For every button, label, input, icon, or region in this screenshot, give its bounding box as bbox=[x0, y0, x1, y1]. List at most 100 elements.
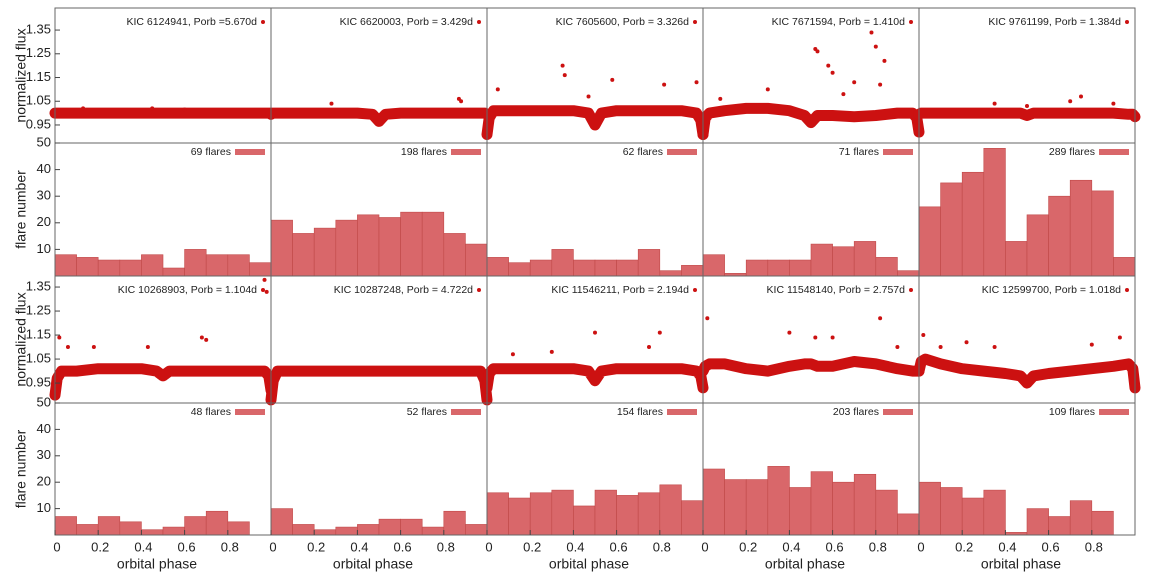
legend-label: 62 flares bbox=[623, 146, 663, 158]
bar bbox=[76, 524, 99, 536]
x-tick-label: 0 bbox=[917, 539, 924, 554]
flare-point bbox=[647, 345, 651, 350]
x-tick-label: 0.6 bbox=[178, 539, 196, 554]
bar bbox=[1048, 195, 1071, 277]
bar bbox=[573, 259, 596, 277]
panel-frame bbox=[54, 7, 272, 144]
panel-frame bbox=[918, 7, 1136, 144]
bar bbox=[551, 489, 574, 536]
x-axis-label: orbital phase bbox=[765, 556, 845, 572]
bar bbox=[594, 489, 617, 536]
flare-point bbox=[694, 80, 699, 85]
x-tick-label: 0.8 bbox=[1085, 539, 1103, 554]
light-curve bbox=[265, 365, 493, 406]
flare-point bbox=[657, 330, 662, 335]
bar bbox=[443, 233, 466, 277]
bar bbox=[1091, 510, 1114, 536]
flare-point bbox=[57, 335, 62, 340]
legend-label: 48 flares bbox=[191, 406, 231, 418]
legend-marker bbox=[1125, 288, 1129, 292]
bar bbox=[745, 259, 769, 277]
panel-title: KIC 6124941, Porb =5.670d bbox=[127, 16, 258, 28]
bar bbox=[400, 518, 423, 536]
panel-title: KIC 6620003, Porb = 3.429d bbox=[340, 16, 474, 28]
legend-marker bbox=[261, 288, 265, 292]
bar bbox=[378, 518, 401, 536]
bar bbox=[249, 262, 272, 277]
bar bbox=[205, 510, 229, 536]
flare-point bbox=[610, 77, 615, 82]
y-tick-label: 1.05 bbox=[26, 93, 51, 108]
x-tick-label: 0.8 bbox=[653, 539, 671, 554]
bar bbox=[227, 254, 250, 277]
x-tick-label: 0.4 bbox=[350, 539, 368, 554]
y-tick-label: 50 bbox=[37, 134, 51, 149]
bar bbox=[940, 487, 963, 536]
panel-title: KIC 7671594, Porb = 1.410d bbox=[772, 16, 906, 28]
bar bbox=[270, 219, 293, 277]
bar bbox=[616, 259, 639, 277]
flare-point bbox=[1111, 101, 1116, 106]
bar bbox=[573, 505, 596, 536]
bar bbox=[832, 481, 855, 536]
flare-point bbox=[815, 49, 820, 54]
y-tick-label: 40 bbox=[37, 421, 51, 436]
flare-point bbox=[65, 345, 70, 350]
x-tick-label: 0.2 bbox=[739, 539, 757, 554]
legend-label: 71 flares bbox=[839, 146, 879, 158]
flare-point bbox=[262, 277, 267, 282]
bar bbox=[616, 495, 639, 536]
y-axis-label: normalized flux bbox=[13, 28, 29, 122]
bar bbox=[702, 468, 725, 536]
bar bbox=[292, 524, 315, 536]
bar bbox=[681, 500, 704, 536]
bar bbox=[465, 243, 488, 277]
bar bbox=[1091, 190, 1114, 277]
x-tick-label: 0.2 bbox=[523, 539, 541, 554]
y-tick-label: 1.25 bbox=[26, 45, 51, 60]
bar bbox=[421, 526, 445, 536]
bar bbox=[594, 259, 617, 277]
flare-point bbox=[145, 345, 150, 350]
x-tick-label: 0.2 bbox=[307, 539, 325, 554]
bar bbox=[119, 259, 142, 277]
y-axis-label: flare number bbox=[13, 429, 29, 508]
bar bbox=[897, 270, 920, 277]
flare-point bbox=[1117, 335, 1122, 340]
flare-point bbox=[813, 335, 818, 340]
bar bbox=[789, 259, 812, 277]
flare-point bbox=[459, 99, 464, 104]
panel-title: KIC 9761199, Porb = 1.384d bbox=[988, 16, 1121, 28]
y-tick-label: 1.15 bbox=[26, 326, 51, 341]
y-tick-label: 1.35 bbox=[26, 278, 51, 293]
bar bbox=[832, 246, 855, 277]
panel-title: KIC 10287248, Porb = 4.722d bbox=[334, 284, 473, 296]
bar bbox=[54, 516, 77, 536]
panel-title: KIC 12599700, Porb = 1.018d bbox=[982, 284, 1121, 296]
legend-swatch bbox=[1099, 149, 1129, 155]
bar bbox=[940, 182, 963, 277]
flare-point bbox=[852, 80, 857, 85]
bar bbox=[1113, 257, 1136, 277]
bar bbox=[637, 249, 661, 277]
flare-point bbox=[1068, 99, 1073, 104]
bar bbox=[681, 265, 704, 277]
bar bbox=[810, 471, 833, 536]
flare-point bbox=[495, 87, 500, 92]
x-tick-label: 0.2 bbox=[91, 539, 109, 554]
flare-point bbox=[895, 345, 900, 350]
bar bbox=[357, 214, 380, 277]
bar bbox=[853, 241, 877, 277]
bar bbox=[465, 524, 488, 536]
bar bbox=[1026, 508, 1049, 536]
x-tick-label: 0.6 bbox=[1042, 539, 1060, 554]
light-curve bbox=[913, 107, 1141, 123]
flare-point bbox=[787, 330, 792, 335]
legend-marker bbox=[261, 20, 265, 24]
bar bbox=[313, 227, 337, 277]
legend-swatch bbox=[883, 149, 913, 155]
flare-point bbox=[182, 107, 187, 112]
legend-marker bbox=[909, 288, 913, 292]
bar bbox=[1005, 241, 1028, 277]
